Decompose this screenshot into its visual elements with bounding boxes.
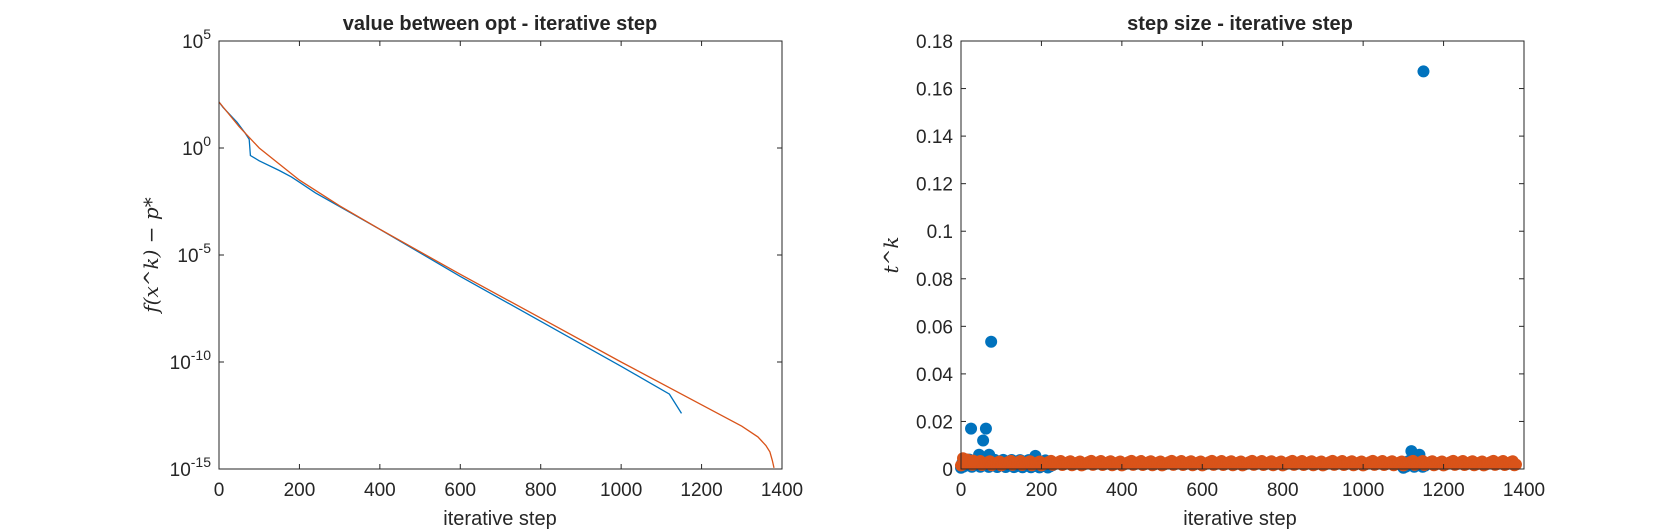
scatter-point-orange xyxy=(967,454,980,467)
x-tick-label: 1400 xyxy=(761,480,803,501)
y-tick-label: 0.1 xyxy=(927,222,953,243)
x-tick-label: 800 xyxy=(525,480,557,501)
scatter-point-blue xyxy=(965,422,978,435)
y-tick-exponent: 0 xyxy=(203,133,211,149)
x-tick-label: 1400 xyxy=(1503,480,1545,501)
y-tick-exponent: -10 xyxy=(191,347,211,363)
y-tick-label: 10-5 xyxy=(177,240,211,267)
chart-right-x-ticks: 0 200 400 600 800 1000 1200 1400 xyxy=(956,41,1545,501)
scatter-point-orange xyxy=(1509,458,1522,471)
y-tick-base: 10 xyxy=(177,246,198,267)
y-tick-label: 0.12 xyxy=(916,175,953,196)
x-tick-label: 0 xyxy=(214,480,225,501)
x-tick-label: 600 xyxy=(444,480,476,501)
y-tick-label: 10-10 xyxy=(170,347,212,374)
scatter-point-blue xyxy=(977,434,990,447)
y-tick-label: 0.02 xyxy=(916,412,953,433)
chart-left-title: value between opt - iterative step xyxy=(343,13,658,35)
x-tick-label: 1000 xyxy=(1342,480,1384,501)
y-tick-base: 10 xyxy=(182,32,203,53)
chart-left-y-axis-label: f(x^k) − p* xyxy=(139,197,163,314)
y-tick-label: 0.16 xyxy=(916,80,953,101)
y-tick-exponent: -15 xyxy=(191,454,211,470)
x-tick-label: 200 xyxy=(284,480,316,501)
x-tick-label: 1000 xyxy=(600,480,642,501)
y-tick-label: 0.06 xyxy=(916,317,953,338)
y-tick-label: 0.08 xyxy=(916,270,953,291)
y-tick-label: 105 xyxy=(182,26,211,53)
y-tick-exponent: -5 xyxy=(199,240,212,256)
y-tick-label: 0.04 xyxy=(916,365,953,386)
scatter-point-blue xyxy=(1417,65,1430,78)
chart-right-axes-box xyxy=(960,40,1525,470)
series-line-1 xyxy=(218,101,683,414)
y-tick-base: 10 xyxy=(170,460,191,481)
chart-right-x-axis-label: iterative step xyxy=(1183,508,1296,530)
y-tick-base: 10 xyxy=(182,139,203,160)
chart-left-value-vs-step: value between opt - iterative step 0 200 4… xyxy=(139,13,803,530)
x-tick-label: 800 xyxy=(1267,480,1299,501)
chart-right-step-size: step size - iterative step 0 200 400 600 800… xyxy=(879,13,1545,530)
x-tick-label: 200 xyxy=(1026,480,1058,501)
chart-left-series-layer xyxy=(218,101,775,469)
y-tick-exponent: 5 xyxy=(203,26,211,42)
y-tick-base: 10 xyxy=(170,353,191,374)
x-tick-label: 400 xyxy=(1106,480,1138,501)
y-tick-label: 100 xyxy=(182,133,211,160)
chart-right-y-axis-label: t^k xyxy=(879,237,903,274)
x-tick-label: 0 xyxy=(956,480,967,501)
chart-left-x-axis-label: iterative step xyxy=(443,508,556,530)
chart-right-title: step size - iterative step xyxy=(1127,13,1353,35)
scatter-point-blue xyxy=(985,335,998,348)
y-tick-label: 0.14 xyxy=(916,127,953,148)
x-tick-label: 400 xyxy=(364,480,396,501)
x-tick-label: 1200 xyxy=(1422,480,1464,501)
chart-right-series-layer xyxy=(955,65,1522,474)
chart-left-axes-box xyxy=(218,40,783,470)
scatter-point-blue xyxy=(979,422,992,435)
x-tick-label: 1200 xyxy=(680,480,722,501)
chart-left-x-ticks: 0 200 400 600 800 1000 1200 1400 xyxy=(214,41,803,501)
y-tick-label: 10-15 xyxy=(170,454,212,481)
x-tick-label: 600 xyxy=(1186,480,1218,501)
y-tick-label: 0.18 xyxy=(916,32,953,53)
series-line-2 xyxy=(218,101,775,469)
chart-right-y-ticks: 0 0.02 0.04 0.06 0.08 0.1 0.12 0.14 0.16 0.18 xyxy=(916,32,1524,481)
y-tick-label: 0 xyxy=(942,460,953,481)
